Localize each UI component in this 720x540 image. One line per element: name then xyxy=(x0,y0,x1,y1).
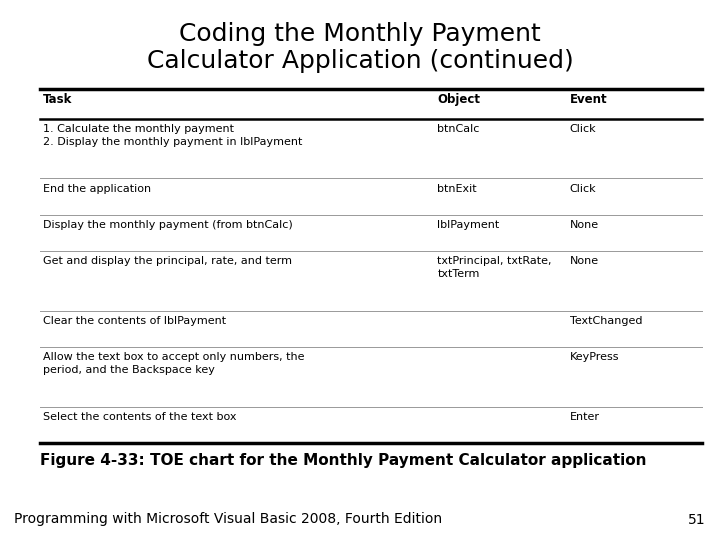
Text: Click: Click xyxy=(570,124,596,134)
Text: Object: Object xyxy=(437,93,480,106)
Text: Get and display the principal, rate, and term: Get and display the principal, rate, and… xyxy=(43,256,292,266)
Text: Task: Task xyxy=(43,93,73,106)
Text: txtPrincipal, txtRate,
txtTerm: txtPrincipal, txtRate, txtTerm xyxy=(437,256,552,279)
Text: End the application: End the application xyxy=(43,184,151,194)
Text: None: None xyxy=(570,220,599,230)
Text: KeyPress: KeyPress xyxy=(570,352,619,362)
Text: btnExit: btnExit xyxy=(437,184,477,194)
Text: Event: Event xyxy=(570,93,608,106)
Text: Coding the Monthly Payment
Calculator Application (continued): Coding the Monthly Payment Calculator Ap… xyxy=(147,22,573,73)
Text: lblPayment: lblPayment xyxy=(437,220,500,230)
Text: Allow the text box to accept only numbers, the
period, and the Backspace key: Allow the text box to accept only number… xyxy=(43,352,305,375)
Text: Display the monthly payment (from btnCalc): Display the monthly payment (from btnCal… xyxy=(43,220,293,230)
Text: 1. Calculate the monthly payment
2. Display the monthly payment in lblPayment: 1. Calculate the monthly payment 2. Disp… xyxy=(43,124,302,147)
Text: Enter: Enter xyxy=(570,412,600,422)
Text: Figure 4-33: TOE chart for the Monthly Payment Calculator application: Figure 4-33: TOE chart for the Monthly P… xyxy=(40,453,646,468)
Text: None: None xyxy=(570,256,599,266)
Text: 51: 51 xyxy=(688,512,706,526)
Text: btnCalc: btnCalc xyxy=(437,124,480,134)
Text: TextChanged: TextChanged xyxy=(570,316,642,326)
Text: Programming with Microsoft Visual Basic 2008, Fourth Edition: Programming with Microsoft Visual Basic … xyxy=(14,512,443,526)
Text: Clear the contents of lblPayment: Clear the contents of lblPayment xyxy=(43,316,226,326)
Text: Select the contents of the text box: Select the contents of the text box xyxy=(43,412,237,422)
Text: Click: Click xyxy=(570,184,596,194)
